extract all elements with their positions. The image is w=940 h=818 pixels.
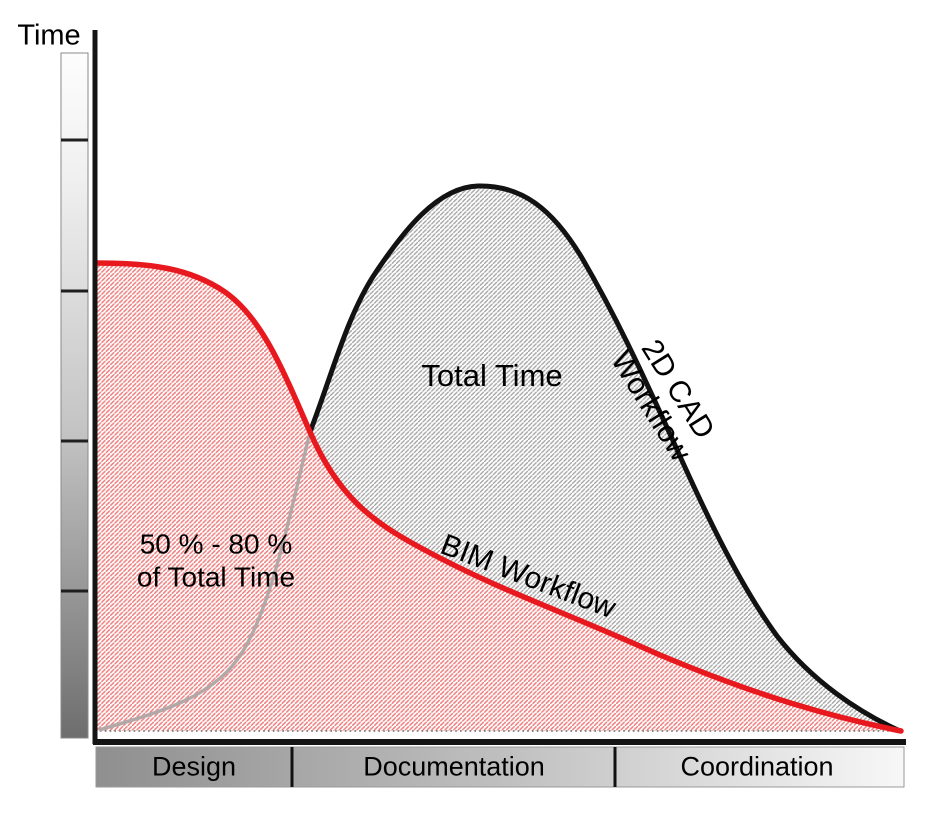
share-annotation-line2: of Total Time [136, 561, 296, 592]
x-phase-gradient-bar [95, 746, 905, 788]
total-time-annotation: Total Time [421, 358, 563, 393]
y-axis-gradient-bar [60, 52, 89, 739]
cad-area-fill [310, 185, 900, 732]
phase-label-coordination: Coordination [680, 751, 834, 782]
bim-curve [94, 260, 904, 734]
cad-curve-faint-segment [98, 431, 312, 732]
total-time-share-annotation: 50 % - 80 % of Total Time [137, 528, 295, 594]
share-annotation-line1: 50 % - 80 % [139, 528, 293, 560]
phase-dividers [290, 747, 617, 787]
y-axis-label: Time [17, 19, 81, 52]
y-axis-ticks [61, 138, 88, 593]
cad-curve [307, 183, 903, 734]
phase-label-design: Design [151, 751, 237, 782]
phase-label-documentation: Documentation [363, 751, 545, 782]
bim-area-fill [97, 263, 900, 731]
